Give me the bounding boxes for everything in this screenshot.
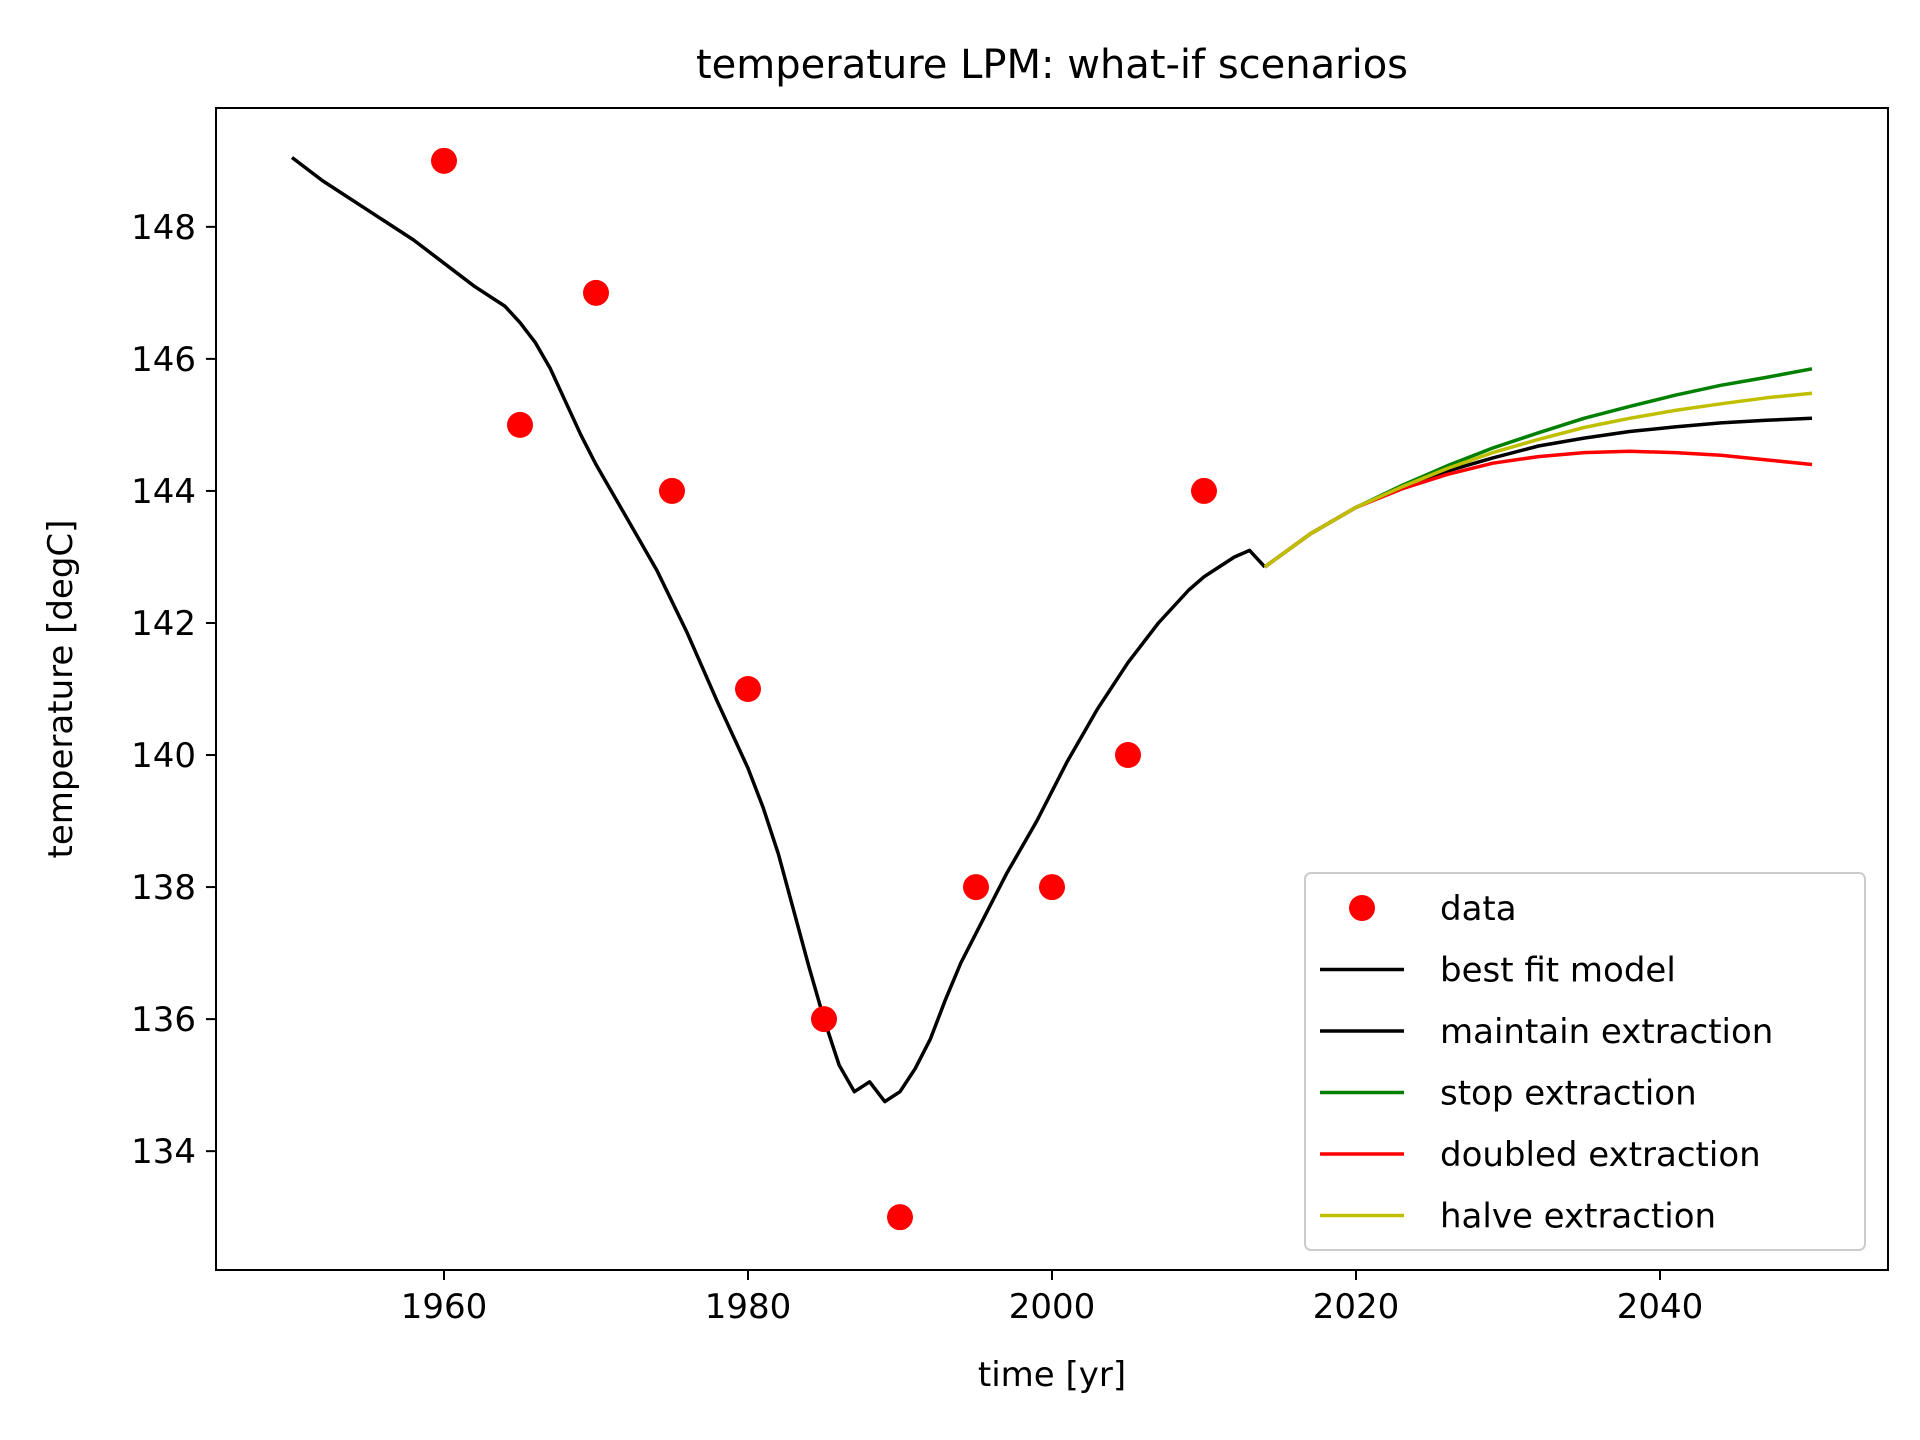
y-axis-label: temperature [degC] [41, 520, 81, 859]
y-tick-label: 148 [131, 208, 196, 248]
y-tick-label: 142 [131, 604, 196, 644]
x-tick-label: 1960 [401, 1287, 488, 1327]
y-tick-label: 140 [131, 736, 196, 776]
data-point [887, 1204, 913, 1231]
legend-label-stop-extraction: stop extraction [1440, 1074, 1697, 1114]
data-point [431, 147, 457, 174]
data-point [507, 411, 533, 438]
chart-title: temperature LPM: what-if scenarios [696, 42, 1408, 88]
x-tick-label: 2040 [1617, 1287, 1704, 1327]
legend: data best fit model maintain extraction sto… [1304, 872, 1866, 1251]
plot-marks [290, 147, 1813, 1231]
legend-marker-data [1349, 895, 1375, 921]
y-tick-label: 134 [131, 1132, 196, 1172]
x-axis-ticks: 1960 1980 2000 2020 2040 [401, 1270, 1704, 1327]
x-tick-label: 2020 [1313, 1287, 1400, 1327]
data-point [583, 279, 609, 306]
legend-label-best-fit-model: best fit model [1440, 951, 1676, 991]
legend-label-halve-extraction: halve extraction [1440, 1197, 1716, 1237]
y-tick-label: 138 [131, 868, 196, 908]
data-point [1115, 742, 1141, 769]
x-tick-label: 2000 [1009, 1287, 1096, 1327]
data-point [735, 676, 761, 702]
series-line-best-fit-model [290, 156, 1267, 1104]
series-line-halve-extraction [1263, 391, 1813, 569]
y-tick-label: 144 [131, 472, 196, 512]
data-point [963, 874, 989, 901]
data-point [811, 1006, 837, 1033]
y-axis-ticks: 134 136 138 140 142 144 146 148 [131, 208, 216, 1172]
data-point [1039, 874, 1065, 901]
legend-label-doubled-extraction: doubled extraction [1440, 1135, 1761, 1175]
y-tick-label: 146 [131, 340, 196, 380]
legend-label-data: data [1440, 889, 1517, 929]
x-axis-label: time [yr] [978, 1355, 1126, 1395]
data-point [659, 477, 685, 504]
data-point [1191, 477, 1217, 504]
legend-label-maintain-extraction: maintain extraction [1440, 1012, 1773, 1052]
y-tick-label: 136 [131, 1000, 196, 1040]
legend-box [1304, 872, 1866, 1251]
x-tick-label: 1980 [705, 1287, 792, 1327]
